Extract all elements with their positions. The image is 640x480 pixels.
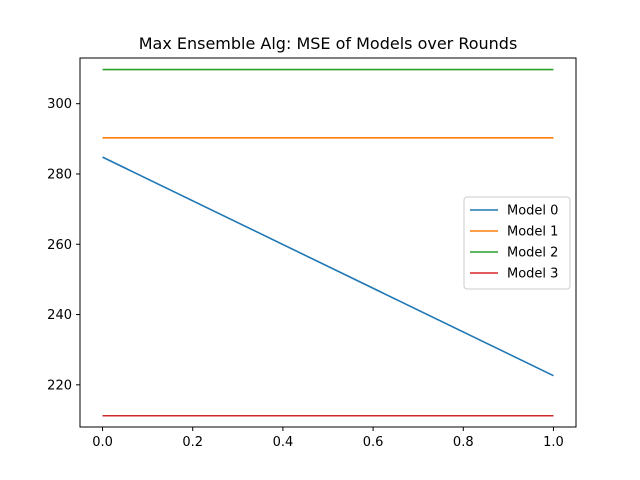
y-tick-label: 280 xyxy=(47,167,72,182)
plot-lines xyxy=(102,68,554,417)
x-tick-label: 0.6 xyxy=(363,435,384,450)
y-tick-label: 260 xyxy=(47,238,72,253)
legend-label: Model 3 xyxy=(507,267,558,282)
chart-title: Max Ensemble Alg: MSE of Models over Rou… xyxy=(139,34,518,53)
y-axis: 220 240 260 280 300 xyxy=(47,97,80,393)
legend-label: Model 0 xyxy=(507,204,558,219)
axes-frame xyxy=(79,57,577,428)
x-tick-label: 0.8 xyxy=(453,435,474,450)
legend: Model 0 Model 1 Model 2 Model 3 xyxy=(463,196,571,290)
legend-label: Model 1 xyxy=(507,225,558,240)
y-tick-label: 300 xyxy=(47,97,72,112)
x-tick-label: 0.0 xyxy=(92,435,113,450)
legend-box xyxy=(463,196,571,290)
series-line-model-0 xyxy=(102,156,554,377)
y-tick-label: 220 xyxy=(47,378,72,393)
legend-label: Model 2 xyxy=(507,246,558,261)
x-tick-label: 0.2 xyxy=(182,435,203,450)
y-tick-label: 240 xyxy=(47,308,72,323)
x-tick-label: 0.4 xyxy=(273,435,294,450)
x-tick-label: 1.0 xyxy=(543,435,564,450)
x-axis: 0.0 0.2 0.4 0.6 0.8 1.0 xyxy=(92,427,564,450)
